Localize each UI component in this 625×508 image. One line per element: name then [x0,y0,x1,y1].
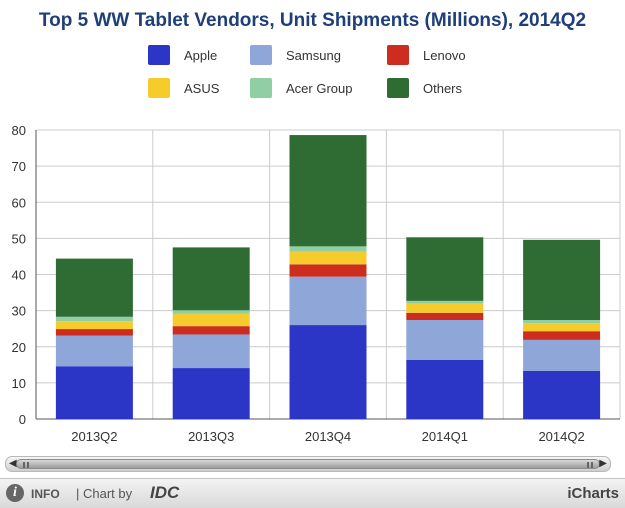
bar-segment[interactable] [55,335,133,367]
legend-swatch [148,78,170,98]
bar-segment[interactable] [406,320,484,360]
legend-label: Samsung [286,47,341,63]
x-tick-label: 2014Q1 [422,429,468,444]
bar-segment[interactable] [172,310,250,314]
y-tick-label: 70 [12,159,26,174]
bar-segment[interactable] [172,334,250,369]
bar-segment[interactable] [406,303,484,313]
legend-item[interactable]: Lenovo [387,45,466,65]
bar-segment[interactable] [55,321,133,330]
scroll-grip-right [591,462,593,468]
info-link[interactable]: INFO [31,487,60,501]
bar-segment[interactable] [523,339,601,371]
scroll-grip-left [23,462,25,468]
scroll-grip-right [587,462,589,468]
legend-swatch [250,78,272,98]
source-logo-text: IDC [150,483,180,502]
legend-swatch [387,78,409,98]
bar-segment[interactable] [172,326,250,335]
legend-swatch [148,45,170,65]
scroll-grip-left [27,462,29,468]
bar-segment[interactable] [406,359,484,419]
bar-segment[interactable] [406,300,484,304]
legend-swatch [250,45,272,65]
y-tick-label: 30 [12,304,26,319]
x-tick-label: 2013Q2 [71,429,117,444]
bar-segment[interactable] [523,331,601,340]
chart-title: Top 5 WW Tablet Vendors, Unit Shipments … [38,10,587,31]
y-tick-label: 40 [12,268,26,283]
info-icon[interactable]: i [6,484,24,502]
plot-area: 0 10 20 30 40 50 60 70 80 2013Q2 2013Q3 2013Q4 2014Q… [12,123,621,444]
legend-item[interactable]: ASUS [148,78,219,98]
legend-label: Apple [184,47,218,63]
bar-segment[interactable] [55,316,133,322]
horizontal-scrollbar[interactable]: ◀ ▶ [5,456,611,472]
bar-segment[interactable] [172,368,250,419]
y-tick-label: 10 [12,376,26,391]
y-tick-label: 60 [12,195,26,210]
bar-segment[interactable] [523,320,601,324]
legend: Apple Samsung Lenovo ASUS Acer Group Others [0,0,625,110]
bar-segment[interactable] [289,276,367,326]
bar-segment[interactable] [523,370,601,419]
y-tick-label: 20 [12,340,26,355]
x-tick-label: 2013Q3 [188,429,234,444]
bar-segment[interactable] [289,264,367,277]
scroll-right-arrow-icon[interactable]: ▶ [599,458,607,469]
legend-item[interactable]: Apple [148,45,217,65]
bar-segment[interactable] [289,135,367,247]
bar-segment[interactable] [406,237,484,301]
legend-label: Others [423,80,463,96]
chart-by-label: | Chart by [76,486,133,501]
y-tick-label: 0 [19,412,26,427]
bar-segment[interactable] [172,313,250,327]
scroll-left-arrow-icon[interactable]: ◀ [9,458,17,469]
legend-item[interactable]: Others [387,78,462,98]
legend-item[interactable]: Acer Group [250,78,352,98]
icharts-brand-link[interactable]: iCharts [567,485,619,502]
bar-segment[interactable] [289,325,367,419]
scrollbar-thumb[interactable] [16,459,600,469]
y-tick-label: 80 [12,123,26,138]
legend-swatch [387,45,409,65]
x-tick-label: 2014Q2 [538,429,584,444]
y-tick-label: 50 [12,231,26,246]
bar-segment[interactable] [406,312,484,321]
x-tick-label: 2013Q4 [305,429,351,444]
legend-label: ASUS [184,80,220,96]
bar-segment[interactable] [289,251,367,265]
footer-bar: i INFO | Chart by IDC iCharts [0,478,625,508]
legend-label: Acer Group [286,80,353,96]
bar-segment[interactable] [55,258,133,317]
bar-segment[interactable] [172,247,250,311]
legend-label: Lenovo [423,47,466,63]
bar-segment[interactable] [523,239,601,321]
legend-item[interactable]: Samsung [250,45,341,65]
bar-segment[interactable] [289,246,367,252]
bar-segment[interactable] [55,329,133,336]
bar-segment[interactable] [523,323,601,332]
bar-segment[interactable] [55,366,133,419]
